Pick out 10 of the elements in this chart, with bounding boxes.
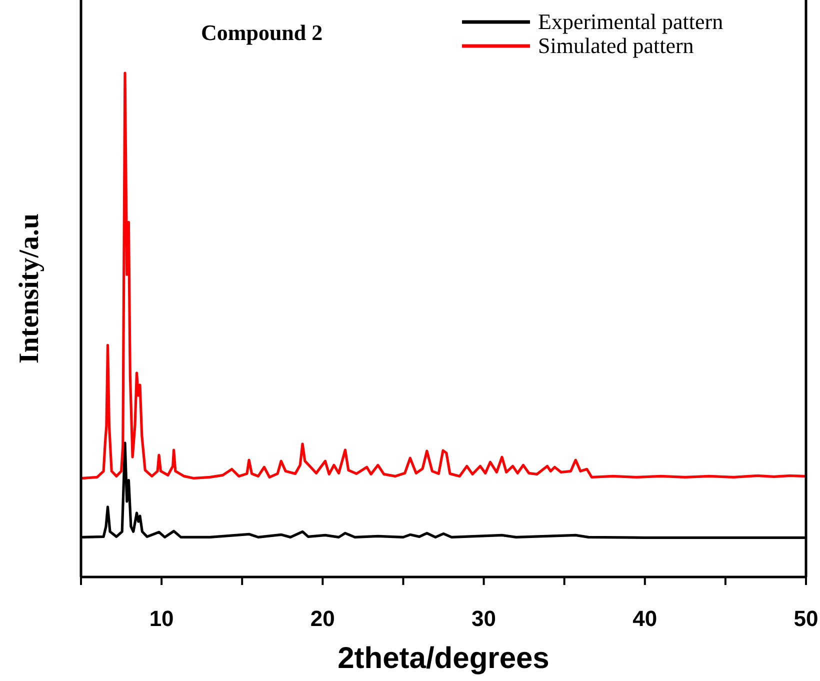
x-tick-label: 20	[310, 606, 335, 631]
chart-title: Compound 2	[201, 20, 323, 45]
x-tick-label: 40	[632, 606, 658, 631]
x-tick-label: 50	[794, 606, 818, 631]
x-tick-label: 10	[149, 606, 174, 631]
y-axis-title: Intensity/a.u	[14, 213, 45, 364]
legend-label: Experimental pattern	[538, 9, 724, 34]
x-tick-label: 30	[472, 606, 496, 631]
x-axis-title: 2theta/degrees	[338, 642, 550, 675]
legend-label: Simulated pattern	[538, 33, 694, 58]
